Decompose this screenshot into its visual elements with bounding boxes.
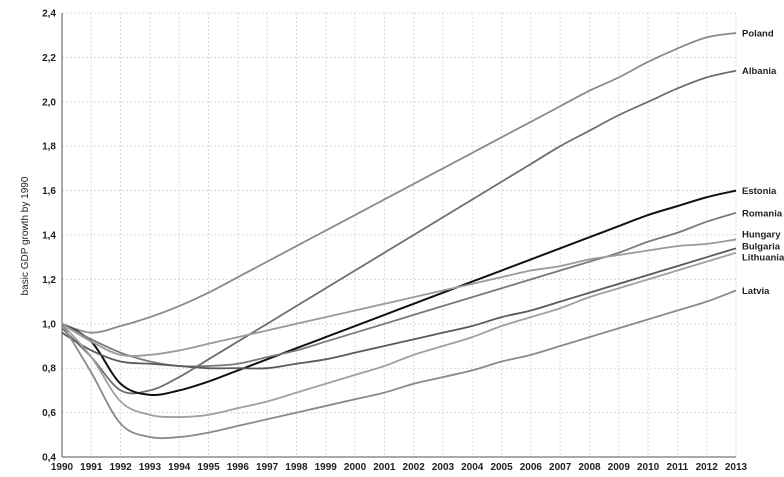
x-tick-label: 2007 xyxy=(549,462,572,473)
series-line-bulgaria xyxy=(61,247,737,370)
x-tick-label: 2011 xyxy=(667,462,689,473)
axes xyxy=(61,13,736,458)
y-tick-labels: 0,4 0,6 0,8 1,0 1,2 1,4 1,6 1,8 2,0 2,2 2,4 xyxy=(42,9,56,464)
y-tick-label: 0,6 xyxy=(42,408,56,419)
x-tick-label: 1994 xyxy=(168,462,191,473)
series-line-hungary xyxy=(61,238,737,357)
y-tick-label: 1,2 xyxy=(42,275,56,286)
x-tick-label: 2004 xyxy=(461,462,484,473)
x-tick-label: 1999 xyxy=(315,462,338,473)
series-line-albania xyxy=(61,69,737,395)
y-tick-label: 1,0 xyxy=(42,319,56,330)
x-tick-label: 1997 xyxy=(256,462,279,473)
x-tick-label: 2005 xyxy=(490,462,513,473)
x-tick-label: 2001 xyxy=(373,462,396,473)
x-tick-label: 2008 xyxy=(578,462,601,473)
x-tick-label: 2012 xyxy=(696,462,719,473)
x-tick-label: 1993 xyxy=(139,462,162,473)
series-line-estonia xyxy=(61,189,737,397)
y-tick-label: 1,8 xyxy=(42,142,56,153)
y-tick-label: 0,4 xyxy=(42,453,56,464)
y-tick-label: 2,0 xyxy=(42,97,56,108)
series-label-lithuania: Lithuania xyxy=(742,253,784,264)
x-tick-label: 1992 xyxy=(109,462,132,473)
gridlines xyxy=(62,12,737,457)
x-tick-label: 1996 xyxy=(227,462,250,473)
series-end-labels: Poland Albania Estonia Romania Hungary Bulgar… xyxy=(742,28,784,297)
x-tick-label: 1995 xyxy=(197,462,220,473)
x-tick-label: 2006 xyxy=(520,462,543,473)
x-tick-label: 2010 xyxy=(637,462,660,473)
series-label-albania: Albania xyxy=(742,66,777,77)
series-line-lithuania xyxy=(61,251,737,418)
x-tick-label: 1998 xyxy=(285,462,308,473)
x-tick-labels: 1990 1991 1992 1993 1994 1995 1996 1997 1998 1999… xyxy=(51,462,748,473)
y-axis-label: basic GDP growth by 1990 xyxy=(20,176,31,295)
series-lines xyxy=(61,32,737,440)
y-tick-label: 2,4 xyxy=(42,9,56,20)
x-tick-label: 2013 xyxy=(725,462,748,473)
series-label-estonia: Estonia xyxy=(742,186,777,197)
y-tick-label: 1,6 xyxy=(42,186,56,197)
series-label-hungary: Hungary xyxy=(742,229,781,240)
series-label-bulgaria: Bulgaria xyxy=(742,242,781,253)
x-tick-label: 2009 xyxy=(608,462,631,473)
x-tick-label: 1990 xyxy=(51,462,74,473)
series-label-poland: Poland xyxy=(742,28,774,39)
x-tick-label: 2000 xyxy=(344,462,367,473)
series-line-poland xyxy=(61,32,737,334)
series-line-latvia xyxy=(61,289,737,440)
x-tick-label: 2002 xyxy=(403,462,426,473)
y-tick-label: 0,8 xyxy=(42,364,56,375)
x-tick-label: 1991 xyxy=(80,462,103,473)
y-tick-label: 1,4 xyxy=(42,231,56,242)
series-label-latvia: Latvia xyxy=(742,286,770,297)
series-label-romania: Romania xyxy=(742,208,783,219)
x-tick-label: 2003 xyxy=(432,462,455,473)
y-tick-label: 2,2 xyxy=(42,53,56,64)
